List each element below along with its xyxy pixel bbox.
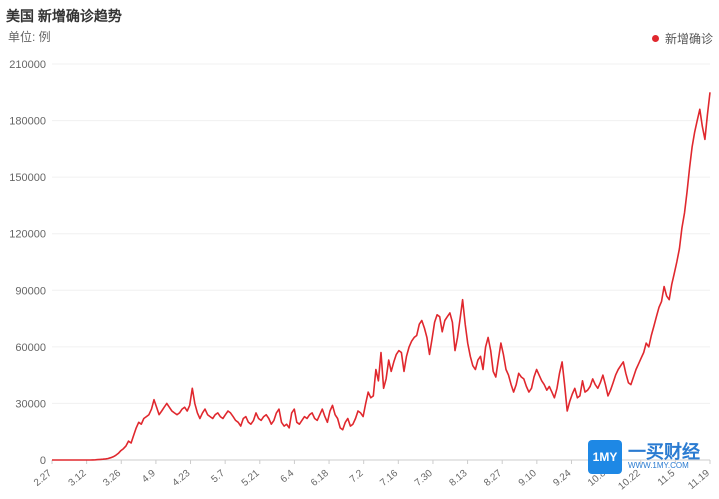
y-tick-label: 210000 <box>9 59 46 71</box>
x-tick-label: 6.4 <box>279 468 297 486</box>
x-tick-label: 3.26 <box>101 468 123 489</box>
x-tick-label: 8.13 <box>448 468 470 489</box>
y-tick-label: 90000 <box>15 285 46 297</box>
x-tick-label: 6.18 <box>309 468 331 489</box>
y-tick-label: 60000 <box>15 342 46 354</box>
y-tick-label: 120000 <box>9 229 46 241</box>
x-tick-label: 4.9 <box>140 468 158 486</box>
chart-title: 美国 新增确诊趋势 <box>6 8 122 24</box>
x-tick-label: 2.27 <box>32 468 54 489</box>
watermark: 1MY 一买财经 WWW.1MY.COM <box>588 440 700 474</box>
y-tick-label: 30000 <box>15 398 46 410</box>
watermark-domain: WWW.1MY.COM <box>628 461 689 471</box>
legend-marker <box>651 35 659 42</box>
x-tick-label: 7.30 <box>413 468 435 489</box>
series-line <box>52 92 711 461</box>
x-tick-label: 9.10 <box>517 468 539 489</box>
y-tick-label: 180000 <box>9 116 46 128</box>
x-tick-label: 3.12 <box>67 468 89 489</box>
legend-label: 新增确诊 <box>664 32 713 46</box>
x-tick-label: 4.23 <box>170 468 192 489</box>
x-tick-label: 8.27 <box>482 468 504 489</box>
x-tick-label: 7.2 <box>348 468 366 486</box>
x-tick-label: 9.24 <box>551 468 573 489</box>
legend[interactable]: 新增确诊 <box>651 30 713 47</box>
watermark-brand: 一买财经 <box>628 442 700 463</box>
x-tick-label: 7.16 <box>378 468 400 489</box>
y-tick-label: 150000 <box>9 172 46 184</box>
watermark-logo: 1MY <box>588 440 622 474</box>
x-tick-label: 5.7 <box>209 468 227 486</box>
y-tick-label: 0 <box>40 455 46 467</box>
x-tick-label: 5.21 <box>240 468 262 489</box>
unit-label: 单位: 例 <box>8 30 51 44</box>
